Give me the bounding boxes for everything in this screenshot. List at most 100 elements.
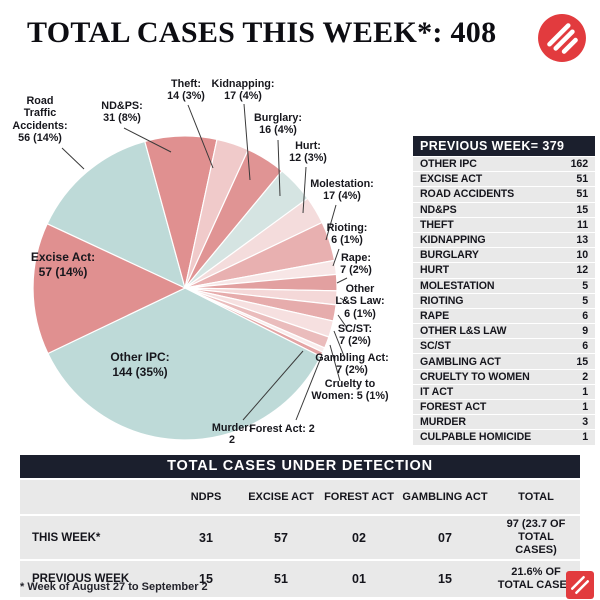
row-value: 162 <box>570 158 588 171</box>
table-row: FOREST ACT 1 <box>413 400 595 415</box>
cell-value: 15 <box>170 561 242 597</box>
table-row: KIDNAPPING 13 <box>413 232 595 248</box>
column-header: GAMBLING ACT <box>398 480 492 514</box>
row-value: 10 <box>576 249 588 262</box>
label-leader-line <box>333 330 345 357</box>
column-header: TOTAL <box>492 480 580 514</box>
cell-value: 07 <box>398 516 492 559</box>
table-row: CULPABLE HOMICIDE 1 <box>413 430 595 445</box>
row-label: CRUELTY TO WOMEN <box>420 370 530 383</box>
row-value: 6 <box>582 340 588 353</box>
table-row: GAMBLING ACT 15 <box>413 354 595 369</box>
row-label: MURDER <box>420 416 466 429</box>
table-row: SC/ST 6 <box>413 339 595 354</box>
row-label: HURT <box>420 264 450 277</box>
row-label: FOREST ACT <box>420 401 487 414</box>
pie-slice-excise-act <box>32 223 186 355</box>
row-value: 9 <box>582 325 588 338</box>
row-label: PREVIOUS WEEK <box>20 561 170 597</box>
cell-value: 31 <box>170 516 242 559</box>
previous-week-header: PREVIOUS WEEK= 379 <box>413 136 595 156</box>
logo-square <box>566 571 594 599</box>
label-leader-line <box>187 104 214 169</box>
pie-slice-road-traffic-accidents <box>46 140 186 289</box>
logo-circle <box>538 14 586 62</box>
row-value: 5 <box>582 294 588 307</box>
pie-slice-other-ipc <box>47 287 322 441</box>
express-logo-small <box>566 571 594 599</box>
table-row: MOLESTATION 5 <box>413 278 595 293</box>
row-label: SC/ST <box>420 340 451 353</box>
previous-week-table: PREVIOUS WEEK= 379 OTHER IPC 162 EXCISE AC… <box>413 136 595 445</box>
logo-flag-stripes <box>547 23 578 54</box>
table-row: RAPE 6 <box>413 308 595 324</box>
table-row: BURGLARY 10 <box>413 248 595 263</box>
row-value: 13 <box>576 234 588 247</box>
label-leader-line <box>329 344 341 382</box>
table-row: OTHER L&S LAW 9 <box>413 324 595 339</box>
label-leader-line <box>325 204 337 241</box>
table-row: OTHER IPC 162 <box>413 157 595 172</box>
indian-express-logo <box>538 14 586 62</box>
label-leader-line <box>295 354 323 421</box>
row-value: 15 <box>576 355 588 368</box>
table-row: HURT 12 <box>413 263 595 278</box>
cell-value: 51 <box>242 561 320 597</box>
label-leader-line <box>332 248 340 267</box>
row-value: 5 <box>582 279 588 292</box>
row-value: 51 <box>576 173 588 186</box>
table-row: THEFT 11 <box>413 217 595 232</box>
label-leader-line <box>61 147 85 170</box>
logo-flag-stripes-small <box>570 575 590 595</box>
cell-value: 02 <box>320 516 398 559</box>
row-label: RAPE <box>420 309 450 322</box>
row-label: GAMBLING ACT <box>420 355 501 368</box>
row-value: 12 <box>576 264 588 277</box>
label-leader-line <box>302 166 307 214</box>
table-row: RIOTING 5 <box>413 293 595 308</box>
row-value: 51 <box>576 188 588 201</box>
footnote: * Week of August 27 to September 2 <box>20 581 208 593</box>
table-row: ROAD ACCIDENTS 51 <box>413 187 595 202</box>
cell-value: 57 <box>242 516 320 559</box>
table-row: EXCISE ACT 51 <box>413 172 595 187</box>
label-leader-line <box>336 277 348 284</box>
row-value: 15 <box>576 203 588 216</box>
table-row: ND&PS 15 <box>413 202 595 217</box>
label-leader-line <box>339 297 350 304</box>
detection-header-row: NDPS EXCISE ACT FOREST ACT GAMBLING ACT TOTA… <box>20 480 580 514</box>
row-label: ROAD ACCIDENTS <box>420 188 515 201</box>
cell-value: 21.6% OF TOTAL CASES <box>492 561 580 597</box>
detection-table: TOTAL CASES UNDER DETECTION NDPS EXCISE A… <box>20 455 580 597</box>
cell-value: 01 <box>320 561 398 597</box>
row-label: MOLESTATION <box>420 279 495 292</box>
column-header: NDPS <box>170 480 242 514</box>
label-leader-line <box>277 139 281 197</box>
detection-table-title: TOTAL CASES UNDER DETECTION <box>20 455 580 478</box>
page-title: TOTAL CASES THIS WEEK*: 408 <box>27 16 497 49</box>
label-leader-line <box>337 314 348 329</box>
table-row: MURDER 3 <box>413 415 595 430</box>
detection-table-body: NDPS EXCISE ACT FOREST ACT GAMBLING ACT TOTA… <box>20 480 580 597</box>
row-label: IT ACT <box>420 385 454 398</box>
table-row: PREVIOUS WEEK 15 51 01 15 21.6% OF TOTAL CASE… <box>20 561 580 597</box>
cell-value: 97 (23.7 OF TOTAL CASES) <box>492 516 580 559</box>
row-value: 3 <box>582 416 588 429</box>
column-header: EXCISE ACT <box>242 480 320 514</box>
row-label: BURGLARY <box>420 249 479 262</box>
row-label: CULPABLE HOMICIDE <box>420 431 532 444</box>
table-row: IT ACT 1 <box>413 384 595 399</box>
row-label: OTHER IPC <box>420 158 477 171</box>
previous-week-rows: OTHER IPC 162 EXCISE ACT 51 ROAD ACCIDENTS 51… <box>413 157 595 445</box>
row-label: THEFT <box>420 218 454 231</box>
cell-value: 15 <box>398 561 492 597</box>
row-value: 6 <box>582 309 588 322</box>
label-leader-line <box>242 350 304 421</box>
table-row: CRUELTY TO WOMEN 2 <box>413 369 595 384</box>
table-row: THIS WEEK* 31 57 02 07 97 (23.7 OF TOTAL CASE… <box>20 516 580 559</box>
label-leader-line <box>123 127 172 153</box>
row-label: ND&PS <box>420 203 457 216</box>
row-label: EXCISE ACT <box>420 173 483 186</box>
row-label: KIDNAPPING <box>420 234 486 247</box>
